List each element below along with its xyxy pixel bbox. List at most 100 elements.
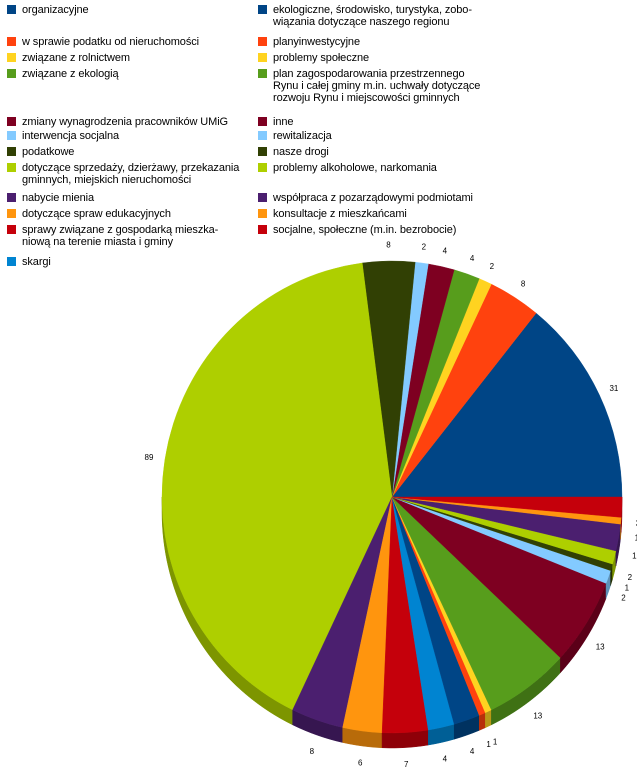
legend-swatch bbox=[7, 209, 16, 218]
legend-item: nabycie mienia bbox=[7, 192, 94, 204]
legend-swatch bbox=[258, 131, 267, 140]
legend-label: współpraca z pozarządowymi podmiotami bbox=[273, 192, 473, 204]
data-label: 8 bbox=[310, 747, 315, 756]
data-label: 4 bbox=[470, 747, 475, 756]
data-labels: 318244288986744111313212113 bbox=[145, 241, 637, 770]
legend-item: skargi bbox=[7, 256, 51, 268]
legend-item: inne bbox=[258, 116, 294, 128]
legend-swatch bbox=[7, 225, 16, 234]
legend-swatch bbox=[7, 53, 16, 62]
legend-swatch bbox=[258, 147, 267, 156]
legend-label: planyinwestycyjne bbox=[273, 36, 360, 48]
data-label: 2 bbox=[621, 594, 626, 603]
legend-swatch bbox=[258, 37, 267, 46]
legend-swatch bbox=[7, 163, 16, 172]
legend-item: współpraca z pozarządowymi podmiotami bbox=[258, 192, 473, 204]
legend-label: dotyczące sprzedaży, dzierżawy, przekaza… bbox=[22, 162, 240, 186]
legend-swatch bbox=[7, 5, 16, 14]
legend-label: związane z rolnictwem bbox=[22, 52, 130, 64]
data-label: 1 bbox=[632, 552, 637, 561]
data-label: 2 bbox=[490, 262, 495, 271]
legend-item: organizacyjne bbox=[7, 4, 89, 16]
data-label: 2 bbox=[422, 243, 427, 252]
data-label: 8 bbox=[521, 279, 526, 288]
legend-item: dotyczące sprzedaży, dzierżawy, przekaza… bbox=[7, 162, 239, 186]
legend-item: problemy alkoholowe, narkomania bbox=[258, 162, 437, 174]
legend-item: konsultacje z mieszkańcami bbox=[258, 208, 407, 220]
legend-item: sprawy związane z gospodarką mieszka- ni… bbox=[7, 224, 218, 248]
data-label: 6 bbox=[358, 758, 363, 767]
pie-slice bbox=[161, 262, 393, 711]
legend-item: podatkowe bbox=[7, 146, 74, 158]
legend-item: plan zagospodarowania przestrzennego Ryn… bbox=[258, 68, 480, 104]
legend-item: w sprawie podatku od nieruchomości bbox=[7, 36, 199, 48]
legend-label: inne bbox=[273, 116, 294, 128]
legend-swatch bbox=[258, 193, 267, 202]
legend-item: dotyczące spraw edukacyjnych bbox=[7, 208, 171, 220]
legend-label: podatkowe bbox=[22, 146, 75, 158]
legend-swatch bbox=[258, 69, 267, 78]
data-label: 89 bbox=[145, 453, 154, 462]
data-label: 7 bbox=[404, 760, 409, 769]
legend-swatch bbox=[7, 117, 16, 126]
legend-label: socjalne, społeczne (m.in. bezrobocie) bbox=[273, 224, 457, 236]
legend-item: interwencja socjalna bbox=[7, 130, 119, 142]
legend-item: rewitalizacja bbox=[258, 130, 332, 142]
legend-label: w sprawie podatku od nieruchomości bbox=[22, 36, 199, 48]
legend-item: ekologiczne, środowisko, turystyka, zobo… bbox=[258, 4, 472, 28]
legend-swatch bbox=[7, 257, 16, 266]
legend-swatch bbox=[7, 131, 16, 140]
data-label: 13 bbox=[533, 711, 542, 720]
pie-slice-side bbox=[485, 709, 492, 729]
legend-swatch bbox=[7, 193, 16, 202]
legend-label: nabycie mienia bbox=[22, 192, 94, 204]
legend-label: plan zagospodarowania przestrzennego Ryn… bbox=[273, 68, 481, 104]
legend-swatch bbox=[7, 69, 16, 78]
data-label: 31 bbox=[609, 384, 618, 393]
legend-label: rewitalizacja bbox=[273, 130, 332, 142]
data-label: 4 bbox=[443, 755, 448, 764]
pie-slice-side bbox=[479, 712, 486, 731]
legend-item: nasze drogi bbox=[258, 146, 329, 158]
legend-label: ekologiczne, środowisko, turystyka, zobo… bbox=[273, 4, 472, 28]
legend-label: organizacyjne bbox=[22, 4, 89, 16]
data-label: 13 bbox=[596, 643, 605, 652]
data-label: 1 bbox=[493, 737, 498, 746]
pie-slices bbox=[161, 260, 623, 734]
legend-swatch bbox=[7, 147, 16, 156]
legend-label: dotyczące spraw edukacyjnych bbox=[22, 208, 171, 220]
legend-item: związane z ekologią bbox=[7, 68, 119, 80]
legend-label: sprawy związane z gospodarką mieszka- ni… bbox=[22, 224, 219, 248]
legend-item: związane z rolnictwem bbox=[7, 52, 130, 64]
legend-label: związane z ekologią bbox=[22, 68, 119, 80]
data-label: 1 bbox=[635, 533, 637, 542]
data-label: 4 bbox=[443, 246, 448, 255]
legend-item: zmiany wynagrodzenia pracowników UMiG bbox=[7, 116, 228, 128]
legend-label: skargi bbox=[22, 256, 51, 268]
legend-swatch bbox=[258, 5, 267, 14]
legend-label: nasze drogi bbox=[273, 146, 329, 158]
legend-label: zmiany wynagrodzenia pracowników UMiG bbox=[22, 116, 228, 128]
legend-label: interwencja socjalna bbox=[22, 130, 120, 142]
data-label: 1 bbox=[486, 740, 491, 749]
data-label: 1 bbox=[625, 583, 630, 592]
pie-slice bbox=[391, 496, 623, 518]
legend-swatch bbox=[258, 209, 267, 218]
data-label: 8 bbox=[386, 241, 391, 250]
legend-swatch bbox=[258, 117, 267, 126]
legend-item: socjalne, społeczne (m.in. bezrobocie) bbox=[258, 224, 456, 236]
legend-label: problemy społeczne bbox=[273, 52, 370, 64]
legend-swatch bbox=[258, 53, 267, 62]
legend-swatch bbox=[7, 37, 16, 46]
pie-slice bbox=[391, 312, 623, 498]
chart-legend: organizacyjne ekologiczne, środowisko, tu… bbox=[0, 0, 637, 275]
data-label: 4 bbox=[470, 254, 475, 263]
legend-item: planyinwestycyjne bbox=[258, 36, 360, 48]
legend-swatch bbox=[258, 163, 267, 172]
legend-swatch bbox=[258, 225, 267, 234]
data-label: 3 bbox=[636, 519, 637, 528]
legend-label: problemy alkoholowe, narkomania bbox=[273, 162, 437, 174]
legend-label: konsultacje z mieszkańcami bbox=[273, 208, 407, 220]
legend-item: problemy społeczne bbox=[258, 52, 369, 64]
